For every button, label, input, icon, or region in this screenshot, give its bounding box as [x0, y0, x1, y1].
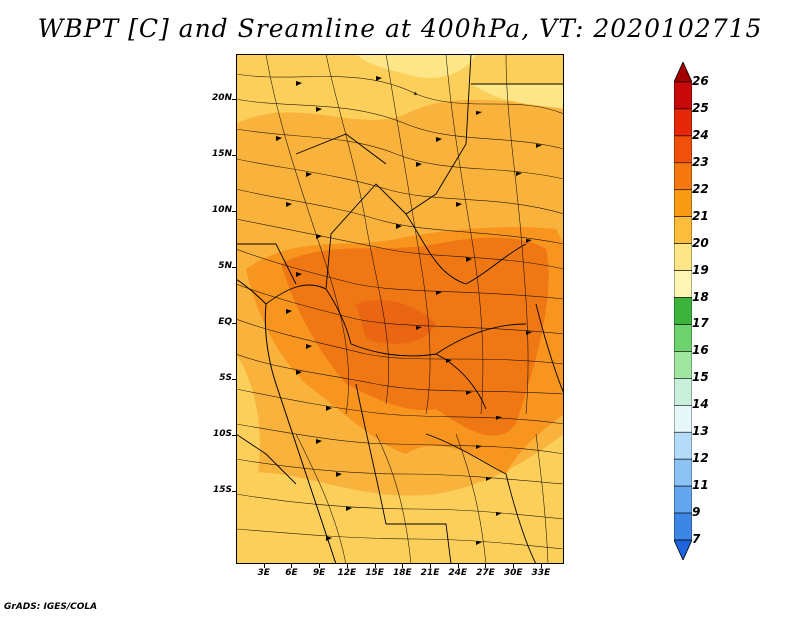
map-canvas [236, 54, 564, 564]
lon-label-24e: 24E [448, 568, 468, 578]
lat-label-eq: EQ [218, 317, 232, 327]
lon-label-3e: 3E [257, 568, 270, 578]
lon-label-9e: 9E [312, 568, 326, 578]
lon-tick [346, 564, 348, 568]
colorbar-label: 23 [692, 154, 709, 169]
colorbar-segment [674, 512, 692, 541]
lon-tick [513, 564, 515, 568]
colorbar-segment [674, 135, 692, 164]
colorbar-label: 14 [692, 397, 709, 412]
map-panel [236, 54, 564, 564]
streamline-arrows [276, 76, 542, 545]
lat-label-15n: 15N [211, 148, 232, 159]
lat-tick [232, 491, 236, 493]
colorbar-label: 18 [692, 289, 709, 304]
lat-label-5s: 5S [219, 373, 232, 384]
lat-label-20n: 20N [211, 92, 232, 103]
lat-tick [232, 379, 236, 381]
colorbar-segment [674, 270, 692, 298]
lon-tick [540, 564, 542, 568]
contour-19-north [356, 54, 476, 78]
lon-tick [457, 564, 459, 568]
colorbar-segment [674, 81, 692, 110]
lat-label-10s: 10S [212, 429, 232, 440]
footer-credit: GrADS: IGES/COLA [4, 602, 98, 612]
colorbar-segment [674, 108, 692, 137]
lon-tick [319, 564, 321, 568]
colorbar-label: 24 [692, 127, 709, 142]
lon-tick [430, 564, 432, 568]
colorbar-segment [674, 431, 692, 460]
chart-title: WBPT [C] and Sreamline at 400hPa, VT: 20… [37, 14, 763, 43]
colorbar-label: 7 [692, 532, 701, 546]
country-borders [236, 54, 564, 564]
coastline [236, 278, 337, 564]
lon-tick [485, 564, 487, 568]
colorbar-label: 11 [692, 478, 709, 493]
lat-label-10n: 10N [211, 204, 232, 215]
colorbar-segment [674, 216, 692, 244]
colorbar-segment [674, 351, 692, 379]
lat-tick [232, 266, 236, 268]
colorbar-label: 12 [692, 451, 709, 466]
colorbar-segment [674, 297, 692, 325]
colorbar-label: 20 [692, 235, 709, 250]
colorbar-segment [674, 458, 692, 487]
lon-label-6e: 6E [285, 568, 298, 578]
colorbar-label: 15 [692, 370, 709, 385]
map-frame [236, 54, 564, 564]
colorbar-segment [674, 404, 692, 433]
lon-label-33e: 33E [531, 568, 551, 578]
lon-label-18e: 18E [392, 568, 412, 578]
colorbar-segment [674, 243, 692, 271]
colorbar-segment [674, 324, 692, 352]
colorbar-segment [674, 189, 692, 218]
colorbar-segment [674, 162, 692, 191]
colorbar-label: 13 [692, 424, 709, 439]
lat-tick [232, 210, 236, 212]
lon-label-30e: 30E [503, 568, 523, 578]
lon-tick [402, 564, 404, 568]
streamlines [236, 54, 564, 564]
lon-label-12e: 12E [337, 568, 357, 578]
lat-label-15s: 15S [212, 485, 232, 496]
colorbar [674, 62, 692, 560]
contour-19-ne [471, 84, 564, 109]
contour-24 [356, 300, 436, 344]
colorbar-label: 21 [692, 208, 709, 223]
lat-tick [232, 435, 236, 437]
lat-tick [232, 323, 236, 324]
contour-20-southwest [236, 354, 260, 494]
lat-tick [232, 98, 236, 100]
colorbar-label: 22 [692, 181, 709, 196]
lon-tick [291, 564, 293, 568]
lon-label-15e: 15E [365, 568, 384, 578]
colorbar-segment [674, 378, 692, 406]
colorbar-label: 17 [692, 316, 709, 331]
colorbar-segment [674, 485, 692, 514]
colorbar-label: 26 [692, 74, 709, 88]
colorbar-label: 16 [692, 343, 709, 358]
contour-20-north [236, 54, 564, 124]
lon-tick [263, 564, 265, 568]
lat-tick [232, 154, 236, 156]
lon-label-27e: 27E [476, 568, 495, 578]
lon-tick [374, 564, 376, 568]
colorbar-label: 25 [692, 100, 709, 115]
colorbar-label: 9 [692, 505, 701, 520]
colorbar-label: 19 [692, 262, 709, 277]
colorbar-bottom-arrow [674, 539, 692, 560]
lon-label-21e: 21E [420, 568, 440, 578]
colorbar-top-arrow [674, 62, 692, 83]
lat-label-5n: 5N [218, 260, 232, 271]
